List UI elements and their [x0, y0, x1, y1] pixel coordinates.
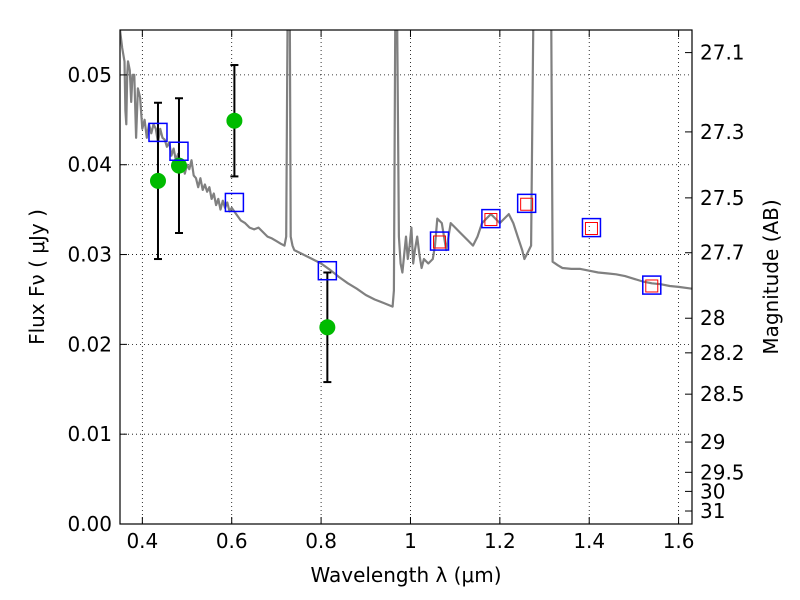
- tick-layer: [120, 30, 692, 525]
- synthetic-point: [645, 279, 659, 293]
- observed-flux-point: [319, 319, 336, 336]
- y-tick-label: 0.03: [67, 243, 112, 267]
- model-spectrum-line: [120, 30, 692, 308]
- x-tick-label: 0.4: [126, 529, 158, 553]
- model-photometry-point: [429, 231, 450, 251]
- synthetic-point: [484, 213, 498, 227]
- y-tick-label: 0.02: [67, 332, 112, 356]
- model-photometry-point: [581, 217, 602, 238]
- model-photometry-point: [148, 122, 168, 143]
- y2-tick-label: 30: [700, 479, 725, 503]
- y2-tick-label: 27.1: [700, 41, 745, 65]
- x-tick-label: 1.6: [663, 529, 695, 553]
- y2-tick-label: 31: [700, 499, 725, 523]
- model-photometry-point: [317, 260, 338, 281]
- x-tick-label: 1.2: [484, 529, 516, 553]
- y-axis-label: Flux Fν ( μJy ): [25, 209, 49, 345]
- y2-tick-label: 27.3: [700, 120, 745, 144]
- y-tick-labels: 0.00 0.01 0.02 0.03 0.04 0.05: [67, 63, 112, 536]
- x-axis-label: Wavelength λ (μm): [310, 563, 501, 587]
- spectrum-layer: [120, 30, 692, 308]
- y2-tick-label: 29: [700, 430, 725, 454]
- y-tick-label: 0.00: [67, 512, 112, 536]
- y2-tick-label: 28: [700, 306, 725, 330]
- y2-axis-label: Magnitude (AB): [759, 199, 783, 354]
- model-photometry-point: [481, 208, 501, 229]
- x-tick-label: 0.6: [216, 529, 248, 553]
- observed-flux-point: [149, 172, 166, 189]
- model-photometry-point: [169, 141, 189, 162]
- y2-tick-label: 28.2: [700, 341, 745, 365]
- synthetic-point: [520, 197, 534, 211]
- plot-frame: [119, 29, 693, 525]
- marker-layer: [148, 112, 662, 336]
- x-tick-label: 1: [404, 529, 417, 553]
- y-tick-label: 0.05: [67, 63, 112, 87]
- y-tick-label: 0.04: [67, 153, 112, 177]
- y-tick-label: 0.01: [67, 422, 112, 446]
- y2-tick-label: 27.7: [700, 241, 745, 265]
- y2-tick-label: 29.5: [700, 460, 745, 484]
- x-tick-label: 0.8: [305, 529, 337, 553]
- observed-flux-point: [170, 157, 187, 174]
- observed-flux-point: [226, 112, 243, 129]
- x-tick-labels: 0.4 0.6 0.8 1 1.2 1.4 1.6: [126, 529, 694, 553]
- model-photometry-point: [516, 193, 537, 214]
- grid: [120, 30, 692, 524]
- errorbar-layer: [153, 64, 332, 384]
- x-tick-label: 1.4: [573, 529, 605, 553]
- model-photometry-point: [642, 275, 662, 295]
- y2-tick-label: 27.5: [700, 186, 745, 210]
- synthetic-point: [433, 235, 447, 249]
- model-photometry-point: [224, 192, 245, 213]
- y2-tick-label: 28.5: [700, 382, 745, 406]
- synthetic-point: [584, 221, 598, 235]
